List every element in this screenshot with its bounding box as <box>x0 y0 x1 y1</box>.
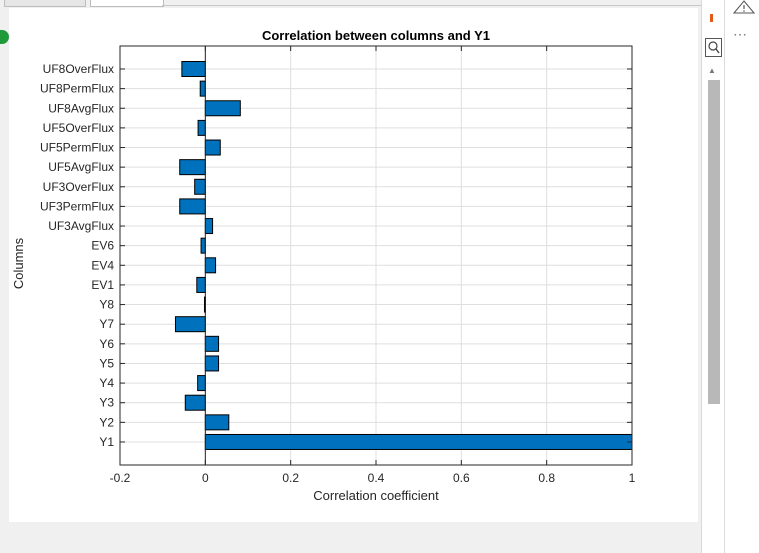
bar-Y4 <box>197 375 206 392</box>
orange-indicator-icon <box>710 14 713 22</box>
zoom-icon[interactable] <box>705 38 722 57</box>
y-tick-label: Y5 <box>99 356 114 370</box>
x-tick-label: -0.2 <box>110 471 131 485</box>
y-tick-label: UF3PermFlux <box>40 199 114 213</box>
bar-UF5PermFlux <box>204 139 221 156</box>
bar-UF3OverFlux <box>194 178 206 195</box>
bar-UF5OverFlux <box>197 119 206 136</box>
bar-Y6 <box>204 335 220 352</box>
y-tick-label: UF8OverFlux <box>43 62 114 76</box>
x-tick-label: 0.4 <box>368 471 385 485</box>
bar-Y3 <box>184 394 206 411</box>
y-tick-label: UF5OverFlux <box>43 121 114 135</box>
y-tick-label: Y8 <box>99 298 114 312</box>
y-tick-label: Y2 <box>99 415 114 429</box>
bar-UF8PermFlux <box>199 80 206 97</box>
bar-UF8AvgFlux <box>204 100 241 117</box>
y-tick-label: UF3AvgFlux <box>48 219 114 233</box>
more-options-icon[interactable]: ⋯ <box>733 26 748 42</box>
bar-UF5AvgFlux <box>179 159 206 176</box>
x-tick-label: 0.2 <box>282 471 299 485</box>
y-tick-label: Y1 <box>99 435 114 449</box>
y-tick-label: UF5PermFlux <box>40 141 114 155</box>
right-panel: ⋯ <box>724 0 759 553</box>
top-tab-bar <box>0 0 702 7</box>
bar-Y2 <box>204 414 230 431</box>
x-tick-label: 1 <box>629 471 636 485</box>
y-tick-label: Y4 <box>99 376 114 390</box>
bar-Y5 <box>204 355 220 372</box>
bar-EV6 <box>200 237 206 254</box>
status-check-icon <box>0 30 9 44</box>
bar-UF3PermFlux <box>179 198 206 215</box>
y-tick-label: UF3OverFlux <box>43 180 114 194</box>
y-tick-label: UF8AvgFlux <box>48 101 114 115</box>
figure-panel: -0.2 0 0.2 0.4 0.6 0.8 1 UF8OverFlux UF8PermFlux… <box>9 8 698 522</box>
tab-strip-divider <box>162 5 702 6</box>
bar-EV1 <box>196 276 206 293</box>
y-tick-label: UF8PermFlux <box>40 82 114 96</box>
warning-icon[interactable] <box>733 0 755 14</box>
bar-UF8OverFlux <box>181 61 206 77</box>
y-tick-label: EV4 <box>91 258 114 272</box>
chart-title: Correlation between columns and Y1 <box>262 28 490 43</box>
vertical-toolstrip: ▲ <box>701 0 724 553</box>
x-tick-label: 0 <box>202 471 209 485</box>
bar-Y1 <box>204 433 633 450</box>
x-axis-label: Correlation coefficient <box>313 488 439 503</box>
scroll-up-arrow-icon[interactable]: ▲ <box>708 66 716 75</box>
bar-UF3AvgFlux <box>204 218 214 235</box>
y-axis-label: Columns <box>11 237 26 289</box>
y-tick-label: Y7 <box>99 317 114 331</box>
tab-1[interactable] <box>4 0 86 7</box>
y-tick-label: UF5AvgFlux <box>48 160 114 174</box>
y-tick-label: EV1 <box>91 278 114 292</box>
bar-EV4 <box>204 257 217 274</box>
y-tick-label: Y3 <box>99 396 114 410</box>
bar-Y7 <box>174 316 206 333</box>
x-tick-label: 0.8 <box>538 471 555 485</box>
bar-layer <box>174 46 633 465</box>
scrollbar-thumb[interactable] <box>708 80 720 404</box>
tab-2[interactable] <box>90 0 164 7</box>
x-tick-label: 0.6 <box>453 471 470 485</box>
tick-layer: -0.2 0 0.2 0.4 0.6 0.8 1 UF8OverFlux UF8PermFlux… <box>40 46 636 485</box>
chart-svg: -0.2 0 0.2 0.4 0.6 0.8 1 UF8OverFlux UF8PermFlux… <box>11 28 636 503</box>
y-tick-label: Y6 <box>99 337 114 351</box>
y-tick-label: EV6 <box>91 239 114 253</box>
